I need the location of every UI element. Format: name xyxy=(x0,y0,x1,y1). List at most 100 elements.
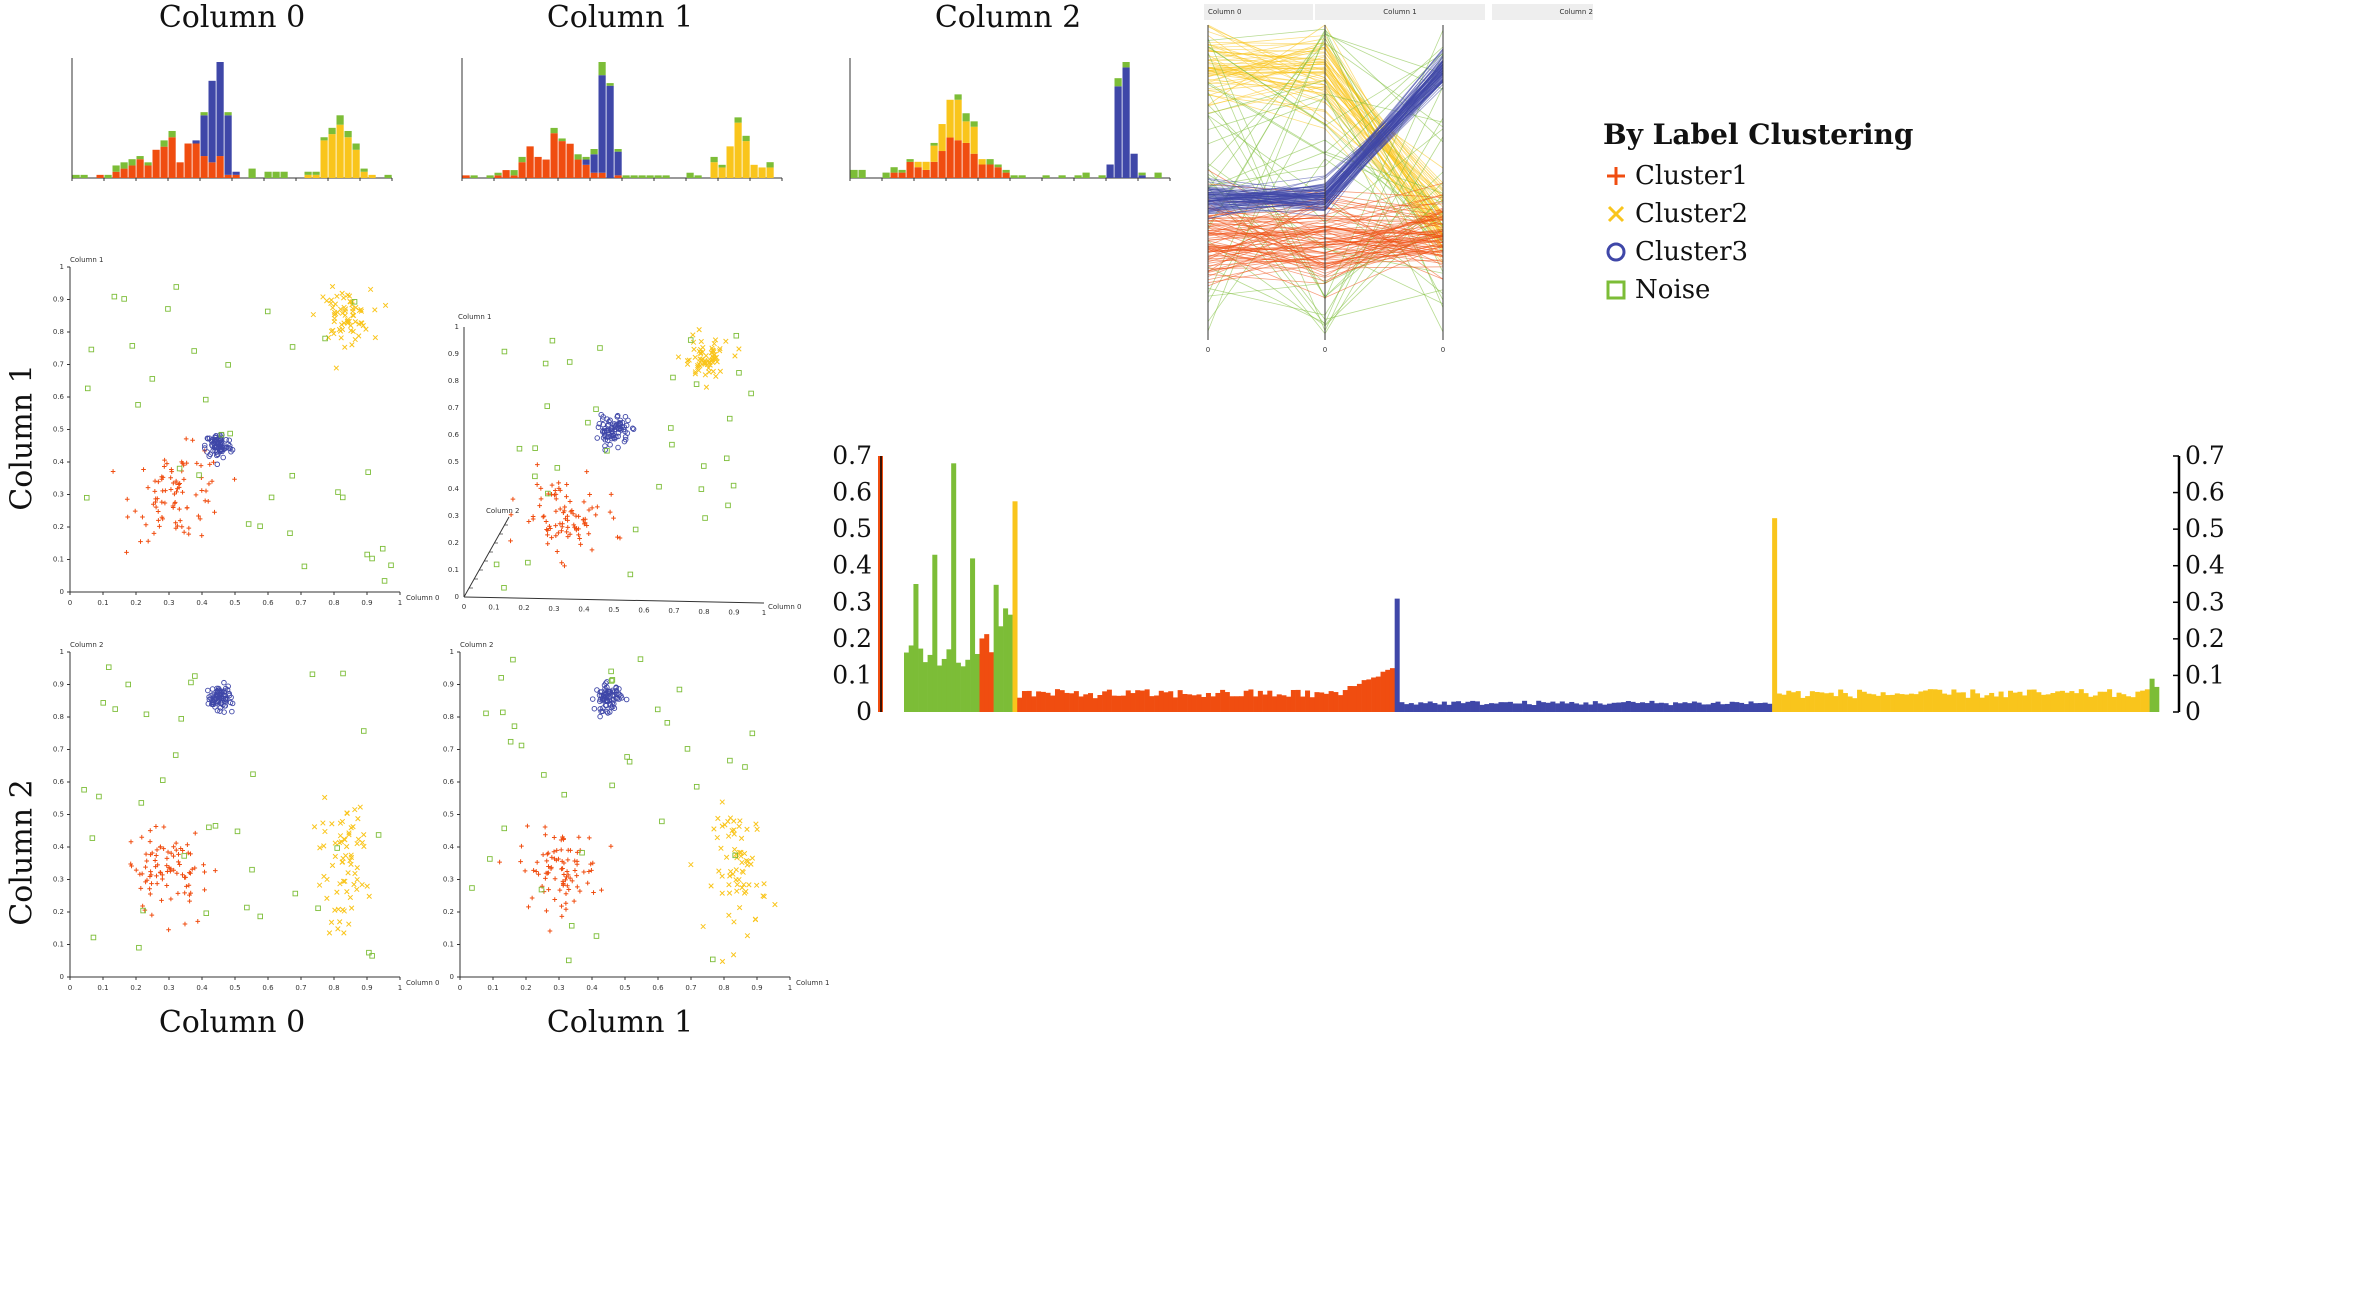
scatter-column0-vs-column1: 0 0.1 0.2 0.3 0.4 0.5 0.6 0.7 0.8 0.9 1 0 0.1 0.2 0.3 0… xyxy=(53,256,440,607)
reachability-bar xyxy=(1993,696,1999,712)
scatter-point xyxy=(684,361,691,367)
histogram-bar xyxy=(654,175,662,178)
scatter-point xyxy=(731,818,737,824)
scatter-point xyxy=(705,358,711,364)
scatter-point xyxy=(176,482,182,487)
scatter-point xyxy=(211,444,218,450)
scatter-point xyxy=(739,859,745,866)
scatter-point xyxy=(664,720,671,726)
scatter-point xyxy=(581,499,587,505)
histogram-bar xyxy=(914,161,922,168)
histogram-bar xyxy=(1098,175,1106,178)
scatter-x-tick-label: 0.3 xyxy=(553,984,564,992)
scatter-point xyxy=(582,521,587,527)
scatter-point xyxy=(696,367,702,374)
scatter-point xyxy=(110,469,116,474)
scatter-point xyxy=(187,870,192,875)
scatter-point xyxy=(669,441,675,448)
reachability-bar xyxy=(1026,690,1032,712)
scatter-point xyxy=(563,906,569,912)
scatter-point xyxy=(552,856,557,862)
scatter-point xyxy=(317,845,323,851)
reachability-bar xyxy=(951,463,957,712)
legend-item-cluster2: Cluster2 xyxy=(1603,195,1913,233)
scatter-point xyxy=(601,692,608,698)
scatter3d-z-axis xyxy=(463,516,510,598)
scatter-point xyxy=(561,510,566,515)
scatter-point xyxy=(202,396,209,403)
scatter-point xyxy=(257,913,263,920)
scatter-point xyxy=(501,348,508,355)
scatter3d-y-tick-label: 1 xyxy=(455,323,459,331)
reachability-bar xyxy=(908,645,914,712)
scatter-point xyxy=(188,679,194,686)
scatter-point xyxy=(153,864,158,869)
reachability-bar xyxy=(1456,701,1462,712)
histogram-bar xyxy=(646,175,654,178)
reachability-bar xyxy=(1040,691,1046,712)
histogram-bar xyxy=(1138,172,1146,176)
scatter-point xyxy=(719,958,726,965)
scatter-point xyxy=(565,534,571,539)
histogram-bar xyxy=(1074,175,1082,178)
histogram-bar xyxy=(1002,169,1010,173)
scatter-point xyxy=(212,509,217,515)
scatter-point xyxy=(701,463,707,469)
scatter-point xyxy=(173,480,179,486)
scatter-point xyxy=(547,928,553,934)
scatter-point xyxy=(337,833,344,839)
legend-item-noise: Noise xyxy=(1603,271,1913,309)
histogram-bar xyxy=(264,171,272,178)
scatter-point xyxy=(711,349,717,355)
histogram-bar xyxy=(336,124,344,178)
scatter-point xyxy=(174,489,179,495)
histogram-bar xyxy=(168,137,176,178)
scatter-point xyxy=(349,302,355,308)
scatter-point xyxy=(201,862,206,868)
scatter-point xyxy=(584,469,590,474)
reachability-bar xyxy=(1069,693,1075,712)
scatter-point xyxy=(585,419,591,426)
reachability-bar xyxy=(2116,692,2122,712)
reachability-bar xyxy=(1305,690,1311,712)
scatter-point xyxy=(553,533,559,539)
scatter-point xyxy=(717,368,723,374)
scatter-point xyxy=(593,512,599,518)
scatter-point xyxy=(595,504,600,510)
reachability-bar xyxy=(1422,703,1429,712)
histogram-bar xyxy=(930,142,938,146)
reachability-bar xyxy=(1673,702,1679,712)
scatter-point xyxy=(545,541,550,547)
reachability-bar xyxy=(1597,703,1603,712)
reachability-bar xyxy=(1172,697,1178,712)
scatter-point xyxy=(196,472,202,478)
histogram-bar xyxy=(858,169,866,178)
reachability-bar xyxy=(2064,692,2070,712)
reachability-bar xyxy=(1389,668,1395,712)
scatter-point xyxy=(741,850,748,857)
reachability-bar xyxy=(1918,691,1924,712)
scatter-y-tick-label: 0.2 xyxy=(53,523,64,531)
scatter-point xyxy=(605,422,611,429)
reachability-bar xyxy=(1786,690,1792,712)
reachability-bar xyxy=(2036,692,2042,712)
histogram-bar xyxy=(614,149,622,152)
scatter-point xyxy=(733,867,739,873)
scatter-y-tick-label: 0 xyxy=(60,588,64,596)
scatter-point xyxy=(159,476,165,482)
scatter-y-axis-label: Column 1 xyxy=(70,256,104,264)
scatter-point xyxy=(301,563,308,570)
scatter-point xyxy=(609,700,616,706)
scatter-point xyxy=(203,488,209,494)
histogram-bar xyxy=(606,85,614,178)
scatter-point xyxy=(357,804,363,810)
histogram-bar xyxy=(120,168,128,178)
scatter-point xyxy=(328,300,334,307)
scatter-point xyxy=(174,870,180,876)
histogram-bar xyxy=(494,172,502,176)
scatter-point xyxy=(587,492,592,497)
reachability-bar xyxy=(1743,704,1749,712)
scatter-point xyxy=(703,384,710,390)
scatter-x-tick-label: 0 xyxy=(458,984,462,992)
reachability-bar xyxy=(1210,696,1216,712)
